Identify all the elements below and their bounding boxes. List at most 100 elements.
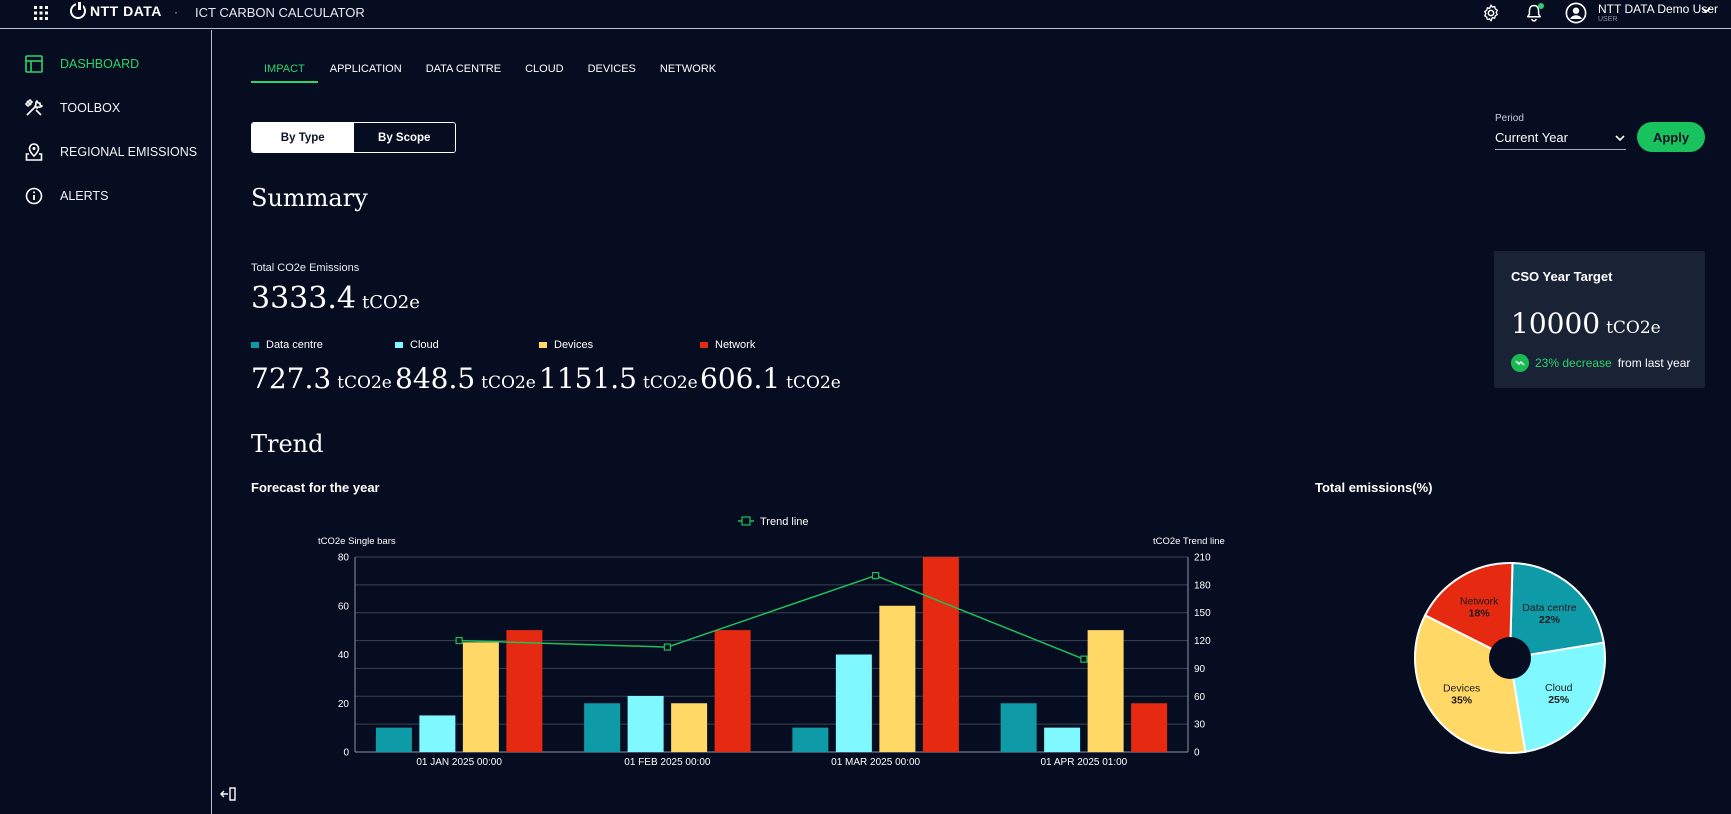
by-type-button[interactable]: By Type — [252, 123, 354, 152]
pie-slice-percent: 18% — [1469, 608, 1491, 620]
bar-network — [922, 557, 959, 752]
y-tick-label: 40 — [338, 650, 350, 661]
pie-slice-label: Devices — [1443, 683, 1480, 695]
period-label: Period — [1495, 113, 1524, 124]
bar-devices — [879, 605, 916, 752]
unit-label: tCO2e — [361, 292, 420, 313]
tools-icon — [24, 98, 43, 116]
category-value: 606.1 — [700, 362, 781, 395]
ntt-logo-icon — [70, 2, 86, 19]
apps-grid-icon[interactable] — [34, 6, 48, 20]
settings-gear-icon[interactable] — [1481, 3, 1501, 23]
period-select[interactable]: Current Year — [1495, 126, 1626, 150]
unit-label: tCO2e — [786, 373, 841, 393]
cso-target-card: CSO Year Target 10000 tCO2e 23% decrease… — [1494, 251, 1705, 388]
cso-target-value: 10000 — [1511, 307, 1601, 340]
bar-data-centre — [375, 727, 412, 752]
pie-slice-network — [1423, 562, 1514, 660]
user-avatar-icon[interactable] — [1565, 2, 1587, 24]
unit-label: tCO2e — [337, 373, 392, 393]
x-tick-label: 01 MAR 2025 00:00 — [831, 757, 920, 768]
y-right-tick-label: 30 — [1194, 720, 1206, 731]
unit-label: tCO2e — [1606, 318, 1661, 338]
notification-bell[interactable] — [1524, 3, 1544, 23]
category-value: 727.3 — [251, 362, 332, 395]
y-right-tick-label: 210 — [1194, 553, 1211, 564]
category-label: Network — [715, 339, 756, 351]
collapse-sidebar-icon[interactable] — [220, 786, 236, 802]
user-name: NTT DATA Demo User — [1598, 2, 1719, 16]
legend-label: Trend line — [760, 516, 809, 528]
trend-heading: Trend — [251, 430, 324, 458]
y-tick-label: 60 — [338, 601, 350, 612]
y-right-tick-label: 90 — [1194, 664, 1206, 675]
y-right-tick-label: 180 — [1194, 580, 1211, 591]
apply-button[interactable]: Apply — [1637, 122, 1705, 152]
ntt-data-logo[interactable]: NTT DATA — [70, 2, 162, 19]
category-network: Network 606.1 tCO2e — [700, 339, 841, 395]
change-suffix: from last year — [1617, 356, 1691, 370]
sidebar-item-dashboard[interactable]: DASHBOARD — [24, 54, 139, 74]
y-right-tick-label: 120 — [1194, 636, 1211, 647]
pie-slice-label: Data centre — [1522, 602, 1576, 614]
bar-network — [714, 630, 751, 752]
view-toggle: By Type By Scope — [251, 122, 456, 153]
bar-devices — [462, 642, 499, 752]
chevron-down-icon — [1615, 134, 1625, 141]
user-menu[interactable]: NTT DATA Demo User USER — [1598, 2, 1718, 23]
pie-slice-percent: 25% — [1548, 694, 1570, 706]
tab-application[interactable]: APPLICATION — [329, 63, 402, 75]
y-right-tick-label: 60 — [1194, 692, 1206, 703]
notification-dot — [1538, 3, 1544, 9]
category-label: Data centre — [266, 339, 323, 351]
top-bar: NTT DATA · ICT CARBON CALCULATOR NTT DAT… — [0, 0, 1731, 29]
sidebar-item-label: DASHBOARD — [60, 57, 140, 71]
x-tick-label: 01 FEB 2025 00:00 — [624, 757, 711, 768]
y-tick-label: 80 — [338, 553, 350, 564]
sidebar-item-toolbox[interactable]: TOOLBOX — [24, 98, 120, 118]
bar-devices — [1087, 630, 1124, 752]
total-emissions-label: Total CO2e Emissions — [251, 262, 360, 274]
legend-swatch — [539, 342, 547, 348]
legend-marker — [741, 516, 751, 526]
trend-point — [872, 571, 880, 580]
y-right-tick-label: 0 — [1194, 748, 1200, 759]
category-label: Devices — [554, 339, 594, 351]
tab-data-centre[interactable]: DATA CENTRE — [425, 63, 502, 75]
bar-network — [506, 630, 543, 752]
tab-impact[interactable]: IMPACT — [251, 58, 318, 83]
bar-cloud — [1044, 727, 1081, 752]
by-scope-button[interactable]: By Scope — [353, 123, 455, 152]
sidebar-item-label: REGIONAL EMISSIONS — [60, 145, 198, 159]
trend-point — [1080, 655, 1088, 663]
tab-network[interactable]: NETWORK — [659, 63, 717, 75]
app-title: ICT CARBON CALCULATOR — [195, 5, 365, 20]
logo-text: NTT DATA — [90, 3, 162, 19]
bar-network — [1131, 703, 1168, 752]
title-separator: · — [174, 5, 178, 19]
sidebar-item-alerts[interactable]: ALERTS — [24, 186, 108, 206]
x-tick-label: 01 JAN 2025 00:00 — [416, 757, 502, 768]
bar-data-centre — [1000, 703, 1037, 752]
total-emissions-number: 3333.4 — [251, 281, 356, 316]
bar-cloud — [627, 695, 664, 752]
bar-data-centre — [792, 727, 829, 752]
y-tick-label: 20 — [338, 699, 350, 710]
main-tabs: IMPACT APPLICATION DATA CENTRE CLOUD DEV… — [251, 58, 728, 83]
tab-devices[interactable]: DEVICES — [587, 63, 636, 75]
bar-devices — [671, 703, 708, 752]
category-value: 848.5 — [395, 362, 476, 395]
chevron-down-icon[interactable] — [1700, 4, 1712, 16]
x-tick-label: 01 APR 2025 01:00 — [1041, 757, 1128, 768]
bar-data-centre — [584, 703, 621, 752]
change-percent: 23% decrease — [1535, 356, 1612, 370]
legend-swatch — [700, 342, 708, 348]
tab-cloud[interactable]: CLOUD — [525, 63, 564, 75]
sidebar-item-regional-emissions[interactable]: REGIONAL EMISSIONS — [24, 142, 197, 162]
legend-swatch — [251, 342, 259, 348]
y-tick-label: 0 — [343, 748, 349, 759]
sidebar: DASHBOARD TOOLBOX REGIONAL EMISSIONS ALE… — [0, 30, 212, 814]
user-role: USER — [1598, 16, 1618, 23]
trend-point — [455, 636, 463, 645]
dashboard-icon — [25, 55, 43, 73]
